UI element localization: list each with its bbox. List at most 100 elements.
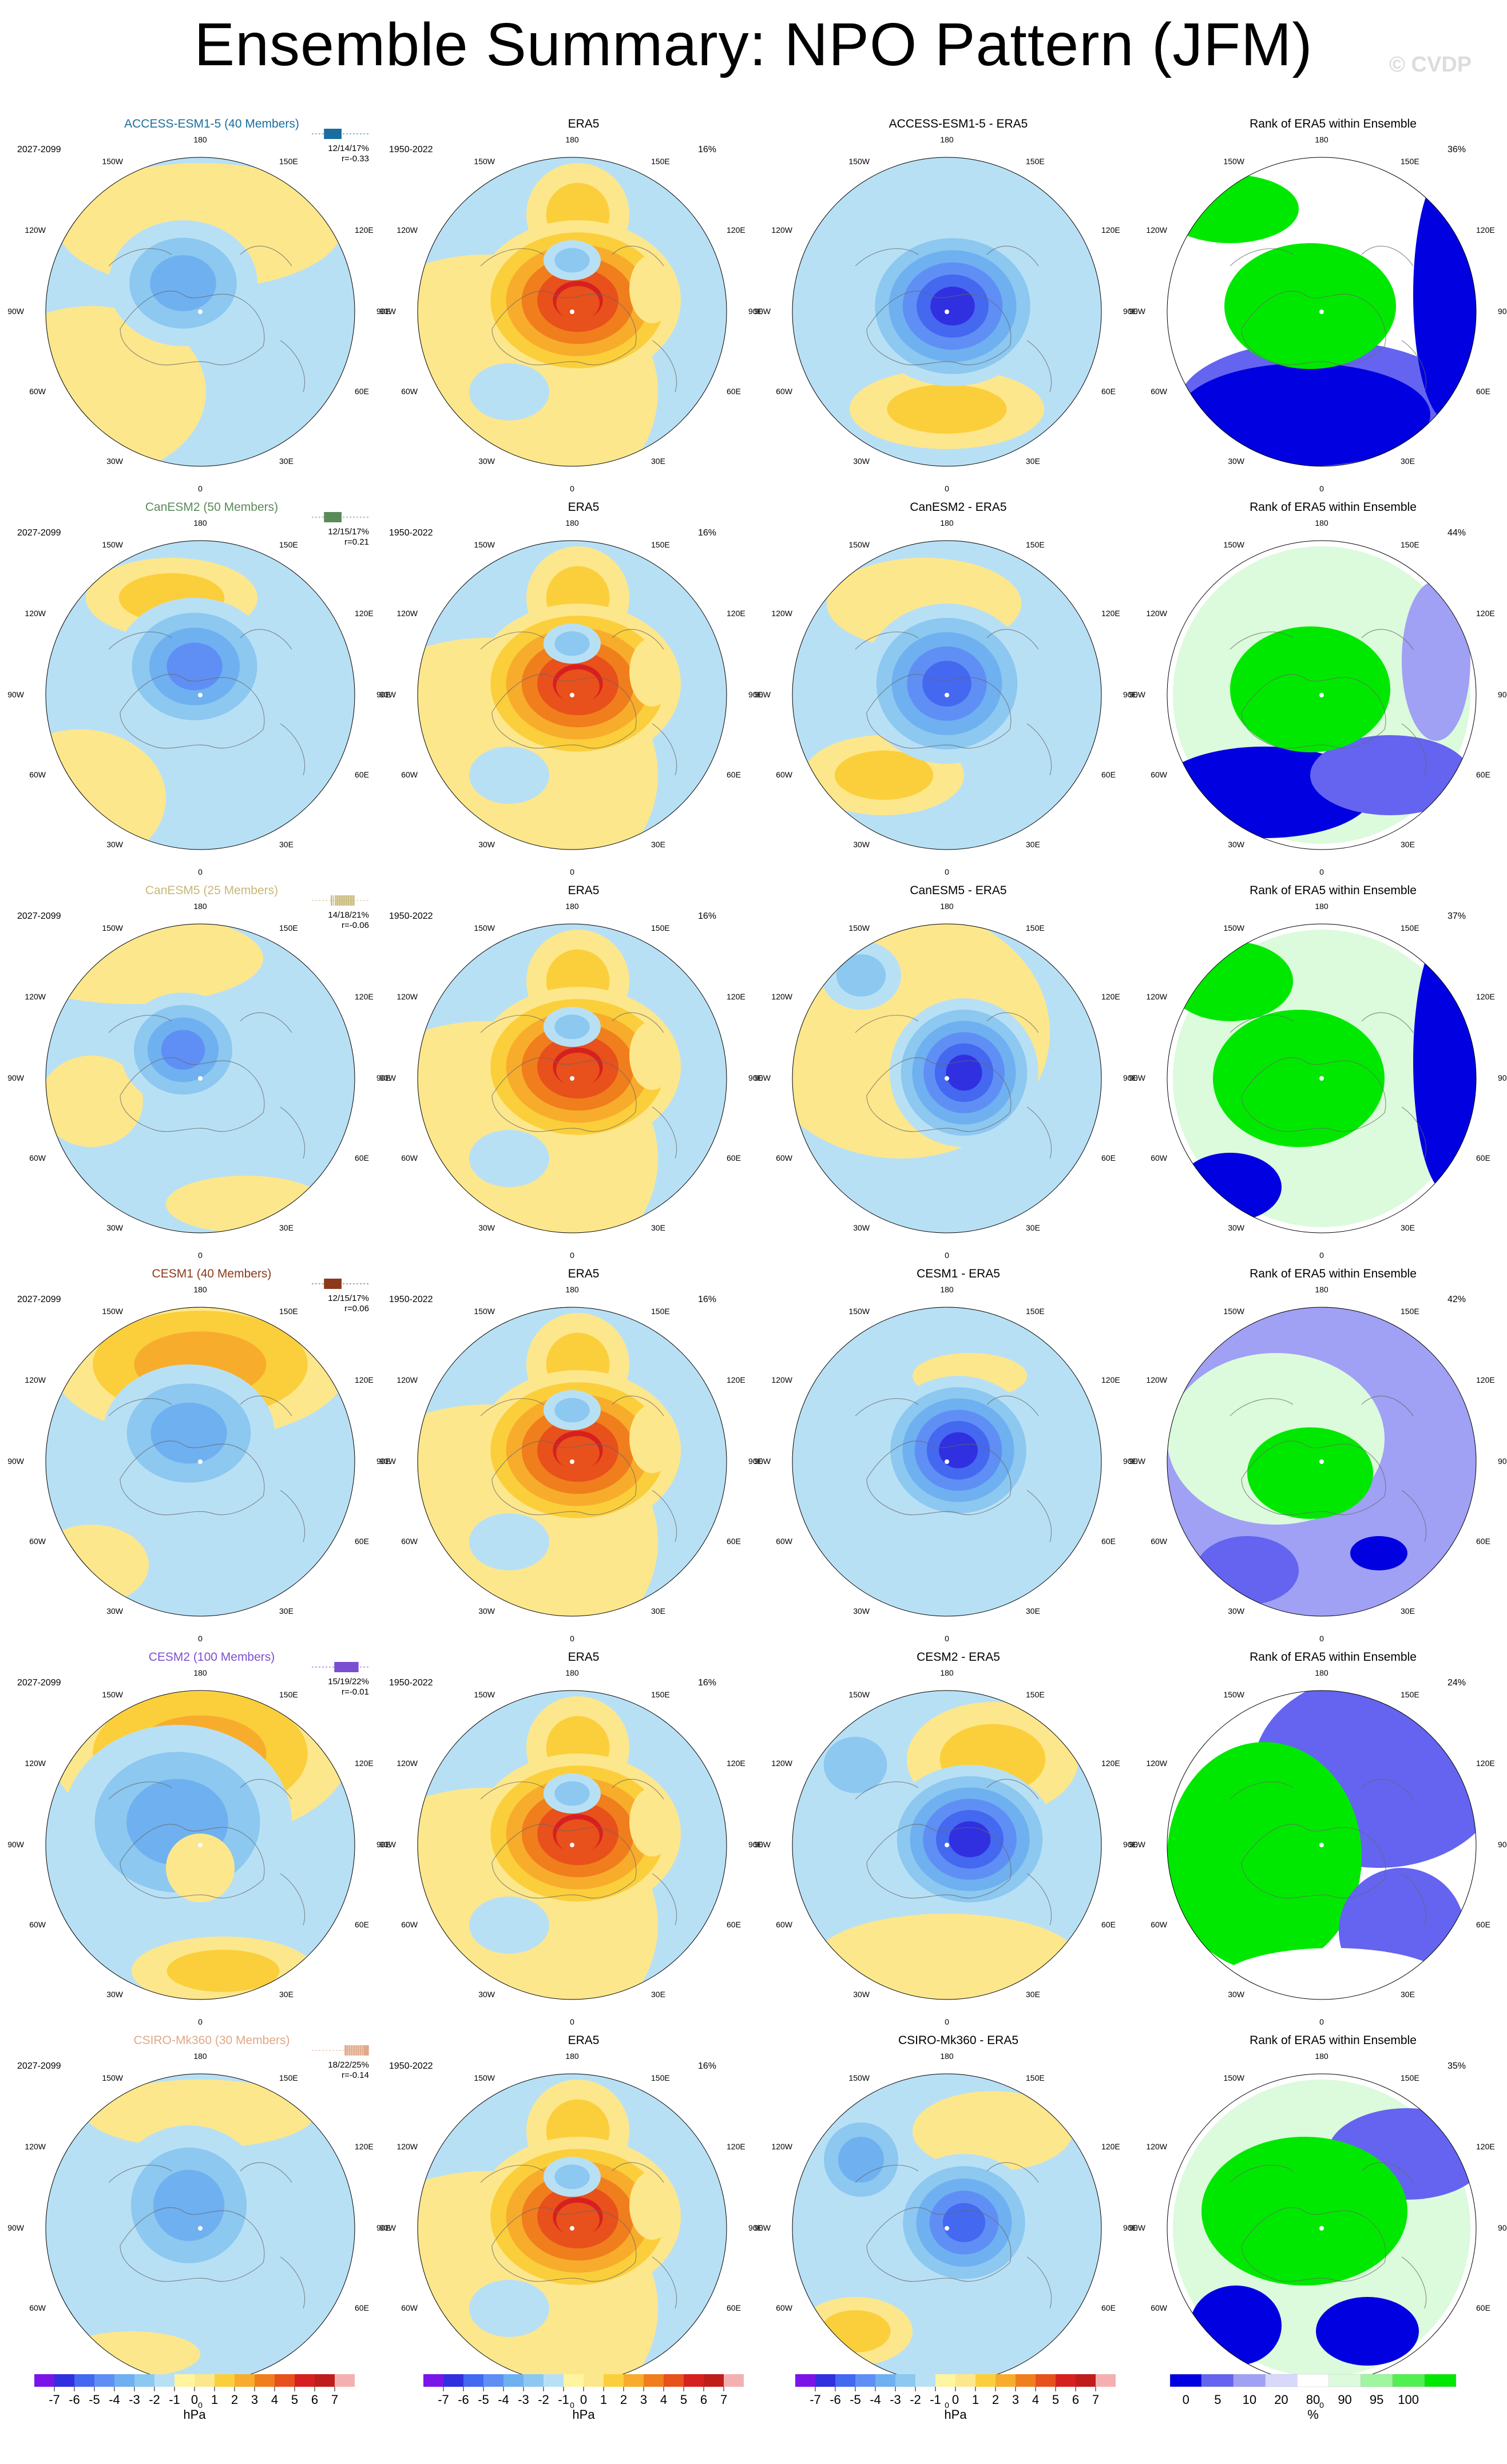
colorbar-swatch — [584, 2374, 604, 2387]
map-outline — [417, 157, 727, 467]
lon-label-mid-upper-right: 120E — [1101, 225, 1120, 235]
colorbar-tick-label: 2 — [231, 2392, 238, 2407]
lon-label-lower-right: 30E — [279, 1223, 294, 1232]
lon-label-bottom: 0 — [198, 2017, 203, 2026]
colorbar-tick-label: -7 — [438, 2392, 449, 2407]
north-pole-marker — [198, 2226, 203, 2231]
lon-label-bottom: 0 — [570, 2400, 574, 2410]
colorbar-swatch — [835, 2374, 855, 2387]
lon-label-top: 180 — [940, 902, 954, 911]
lon-label-mid-upper-left: 120W — [25, 992, 46, 1001]
contour-fill — [46, 924, 263, 1004]
map-outline — [45, 923, 355, 1233]
contour-fill — [469, 1896, 549, 1954]
coastline — [108, 2162, 306, 2309]
ensemble-stats: 15/19/22% r=-0.01 — [283, 1677, 369, 1697]
colorbar-tick-label: 80 — [1306, 2392, 1320, 2407]
lon-label-lower-left: 30W — [853, 1990, 870, 1999]
coastline — [480, 1395, 677, 1542]
lon-label-mid-lower-left: 60W — [776, 1537, 793, 1546]
lon-label-mid-upper-left: 120W — [771, 1375, 792, 1384]
contour-fill — [836, 954, 886, 997]
panel-model-row4: CESM2 (100 Members) 2027-2099 15/19/22% r=-… — [7, 1650, 391, 2026]
lon-label-lower-right: 30E — [651, 1990, 665, 1999]
lon-label-upper-left: 150W — [1223, 923, 1244, 933]
lon-label-right: 90E — [1123, 1073, 1137, 1082]
page-title: Ensemble Summary: NPO Pattern (JFM) — [194, 11, 1313, 78]
lon-label-mid-upper-left: 120W — [771, 609, 792, 618]
map-field — [792, 1691, 1101, 1999]
lon-label-upper-right: 150E — [1026, 2073, 1045, 2082]
colorbar-swatch — [704, 2374, 724, 2387]
lon-label-upper-left: 150W — [848, 923, 870, 933]
lon-label-left: 90W — [7, 307, 25, 316]
lon-label-mid-upper-right: 120E — [1101, 992, 1120, 1001]
panel-obs-row0: ERA5 1950-2022 16% 180 0 90W 90E 150W 150E 120W 12… — [379, 117, 763, 493]
ensemble-stats: 18/22/25% r=-0.14 — [283, 2060, 369, 2081]
lon-label-upper-right: 150E — [279, 540, 298, 549]
lon-label-top: 180 — [565, 1285, 579, 1294]
lon-label-right: 90E — [748, 1073, 763, 1082]
lon-label-lower-left: 30W — [478, 1990, 495, 1999]
lon-label-mid-lower-right: 60E — [355, 2303, 369, 2312]
colorbar-tick-label: 1 — [211, 2392, 218, 2407]
lon-label-mid-upper-left: 120W — [396, 1759, 418, 1768]
map-outline — [417, 1307, 727, 1617]
lon-label-right: 90E — [1123, 1457, 1137, 1466]
panel-rank-row3: Rank of ERA5 within Ensemble 42% 180 0 90W 90… — [1129, 1267, 1507, 1643]
lon-label-mid-lower-right: 60E — [1101, 387, 1116, 396]
member-spread-ticks — [312, 1279, 369, 1289]
lon-label-lower-left: 30W — [853, 1606, 870, 1616]
colorbar-tick-label: 3 — [251, 2392, 258, 2407]
colorbar-swatch — [94, 2374, 114, 2387]
north-pole-marker — [945, 1843, 949, 1847]
colorbar-tick-label: 2 — [620, 2392, 627, 2407]
colorbar-swatch — [255, 2374, 275, 2387]
colorbar-units: hPa — [944, 2407, 967, 2422]
explained-variance: 16% — [698, 1295, 717, 1304]
lon-label-mid-lower-right: 60E — [355, 1153, 369, 1162]
lon-label-mid-lower-left: 60W — [29, 2303, 46, 2312]
lon-label-bottom: 0 — [945, 1634, 949, 1643]
contour-fill — [554, 2164, 590, 2189]
lon-label-mid-lower-left: 60W — [776, 1153, 793, 1162]
lon-label-mid-upper-left: 120W — [25, 609, 46, 618]
colorbar-swatch — [644, 2374, 664, 2387]
lon-label-left: 90W — [754, 1073, 771, 1082]
lon-label-mid-lower-left: 60W — [401, 387, 418, 396]
polar-map: 180 0 90W 90E 150W 150E 120W 120E 60W 60E 30W 30E — [1129, 902, 1507, 1260]
map-field — [792, 1307, 1101, 1616]
panel-diff-row0: ACCESS-ESM1-5 - ERA5 180 0 90W 90E 150W 150E 12… — [754, 117, 1137, 493]
lon-label-right: 90E — [376, 2223, 391, 2232]
lon-label-upper-right: 150E — [651, 923, 670, 933]
panel-rank-row5: Rank of ERA5 within Ensemble 35% 180 0 90W 90… — [1129, 2034, 1507, 2410]
rank-region — [1167, 174, 1299, 243]
lon-label-bottom: 0 — [198, 1634, 203, 1643]
lon-label-lower-right: 30E — [1026, 1223, 1040, 1232]
north-pole-marker — [1319, 2226, 1324, 2231]
lon-label-upper-right: 150E — [1401, 540, 1419, 549]
lon-label-upper-right: 150E — [651, 157, 670, 166]
lon-label-top: 180 — [940, 518, 954, 527]
lon-label-bottom: 0 — [1319, 867, 1324, 876]
colorbar-swatch — [235, 2374, 255, 2387]
colorbar-tick-label: 7 — [331, 2392, 338, 2407]
contour-fill — [161, 1030, 205, 1070]
map-field — [792, 2074, 1101, 2383]
spread-text: 12/15/17% — [328, 527, 369, 537]
coastline — [855, 1779, 1052, 1926]
coastline — [108, 629, 306, 776]
colorbar-tick-label: 4 — [660, 2392, 667, 2407]
coastline — [480, 1779, 677, 1926]
north-pole-marker — [1319, 1076, 1324, 1081]
lon-label-bottom: 0 — [1319, 2017, 1324, 2026]
spread-text: 15/19/22% — [328, 1677, 369, 1687]
lon-label-mid-upper-right: 120E — [727, 2142, 745, 2151]
lon-label-lower-right: 30E — [1026, 457, 1040, 466]
panel-model-row5: CSIRO-Mk360 (30 Members) 2027-2099 18/22/2… — [7, 2034, 391, 2410]
colorbar-swatch — [463, 2374, 483, 2387]
north-pole-marker — [570, 1459, 574, 1464]
colorbar-swatch — [955, 2374, 975, 2387]
lon-label-lower-right: 30E — [1026, 1606, 1040, 1616]
